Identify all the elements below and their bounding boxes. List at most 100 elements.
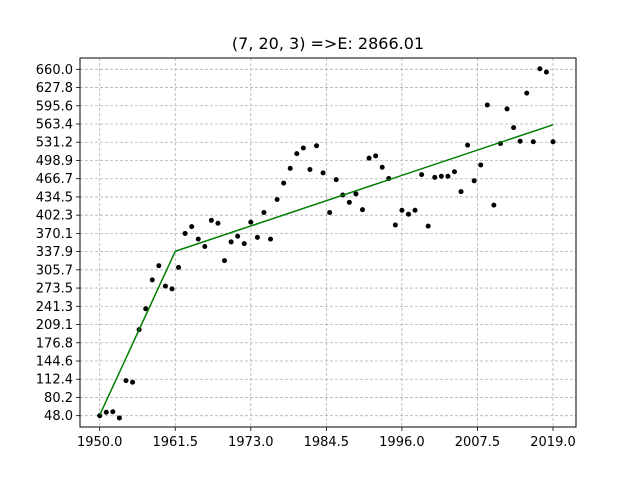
grid xyxy=(80,58,576,427)
data-point xyxy=(504,106,510,112)
data-point xyxy=(110,409,116,415)
y-tick-label: 209.1 xyxy=(36,318,73,333)
data-point xyxy=(465,142,471,148)
y-tick-label: 112.4 xyxy=(36,373,73,388)
data-point xyxy=(451,169,457,175)
data-point xyxy=(537,66,543,72)
data-point xyxy=(281,180,287,186)
y-tick-label: 370.1 xyxy=(36,227,73,242)
data-point xyxy=(143,306,149,312)
series-layer xyxy=(97,66,556,421)
y-tick-label: 531.2 xyxy=(36,136,73,151)
data-point xyxy=(379,164,385,170)
y-tick-label: 273.5 xyxy=(36,282,73,297)
y-tick-label: 305.7 xyxy=(36,263,73,278)
y-tick-label: 176.8 xyxy=(36,336,73,351)
data-point xyxy=(491,202,497,208)
data-point xyxy=(399,207,405,213)
data-point xyxy=(373,153,379,159)
data-point xyxy=(228,239,234,245)
y-tick-label: 241.3 xyxy=(36,300,73,315)
data-point xyxy=(123,378,129,384)
y-tick-label: 337.9 xyxy=(36,245,73,260)
x-tick-label: 1996.0 xyxy=(379,435,425,450)
data-point xyxy=(195,236,201,242)
y-tick-label: 660.0 xyxy=(36,63,73,78)
data-point xyxy=(208,217,214,223)
data-point xyxy=(274,196,280,202)
data-point xyxy=(222,258,228,264)
data-point xyxy=(543,69,549,75)
data-point xyxy=(202,243,208,249)
data-point xyxy=(320,170,326,176)
data-point xyxy=(103,409,109,415)
data-point xyxy=(294,151,300,157)
data-point xyxy=(189,224,195,230)
data-point xyxy=(169,286,175,292)
data-point xyxy=(392,222,398,228)
data-point xyxy=(438,173,444,179)
x-axis: 1950.0 1961.5 1973.0 1984.5 1996.0 2007.5 2019… xyxy=(77,427,576,450)
data-point xyxy=(412,207,418,213)
x-tick-label: 1984.5 xyxy=(304,435,350,450)
data-point xyxy=(333,177,339,183)
x-tick-label: 1950.0 xyxy=(77,435,123,450)
data-point xyxy=(162,283,168,289)
data-point xyxy=(248,219,254,225)
data-point xyxy=(156,263,162,269)
x-tick-label: 2019.0 xyxy=(530,435,576,450)
data-point xyxy=(366,155,372,161)
y-tick-label: 48.0 xyxy=(44,409,73,424)
data-point xyxy=(268,236,274,242)
data-point xyxy=(524,90,530,96)
y-tick-label: 563.4 xyxy=(36,117,73,132)
data-point xyxy=(346,199,352,205)
x-tick-label: 2007.5 xyxy=(455,435,501,450)
data-point xyxy=(458,189,464,195)
y-tick-label: 144.6 xyxy=(36,355,73,370)
data-point xyxy=(478,162,484,168)
data-point xyxy=(241,241,247,247)
data-point xyxy=(550,139,556,145)
y-axis: 48.0 80.2 112.4 144.6 176.8 209.1 241.3 273.5 30… xyxy=(36,63,80,424)
data-point xyxy=(471,178,477,184)
data-point xyxy=(130,379,136,385)
y-tick-label: 466.7 xyxy=(36,172,73,187)
y-tick-label: 627.8 xyxy=(36,81,73,96)
chart-title: (7, 20, 3) =>E: 2866.01 xyxy=(232,34,424,53)
data-point xyxy=(215,220,221,226)
x-tick-label: 1973.0 xyxy=(228,435,274,450)
data-point xyxy=(353,191,359,197)
plot-frame xyxy=(79,57,577,428)
data-point xyxy=(182,230,188,236)
y-tick-label: 402.3 xyxy=(36,209,73,224)
data-point xyxy=(445,173,451,179)
data-point xyxy=(314,143,320,149)
data-point xyxy=(405,211,411,217)
data-point xyxy=(176,264,182,270)
data-point xyxy=(261,210,267,216)
data-point xyxy=(327,210,333,216)
data-point xyxy=(300,145,306,151)
data-point xyxy=(97,413,103,419)
data-point xyxy=(425,223,431,229)
data-point xyxy=(116,415,122,421)
x-tick-label: 1961.5 xyxy=(153,435,199,450)
data-point xyxy=(359,207,365,213)
data-point xyxy=(235,233,241,239)
data-point xyxy=(307,166,313,172)
data-point xyxy=(517,138,523,144)
data-point xyxy=(287,165,293,171)
data-point xyxy=(432,174,438,180)
y-tick-label: 595.6 xyxy=(36,99,73,114)
data-point xyxy=(530,139,536,145)
y-tick-label: 434.5 xyxy=(36,190,73,205)
fit-line xyxy=(99,124,554,416)
data-point xyxy=(149,277,155,283)
y-tick-label: 498.9 xyxy=(36,154,73,169)
data-point xyxy=(254,234,260,240)
y-tick-label: 80.2 xyxy=(44,391,73,406)
data-point xyxy=(511,125,517,131)
data-point xyxy=(484,102,490,108)
